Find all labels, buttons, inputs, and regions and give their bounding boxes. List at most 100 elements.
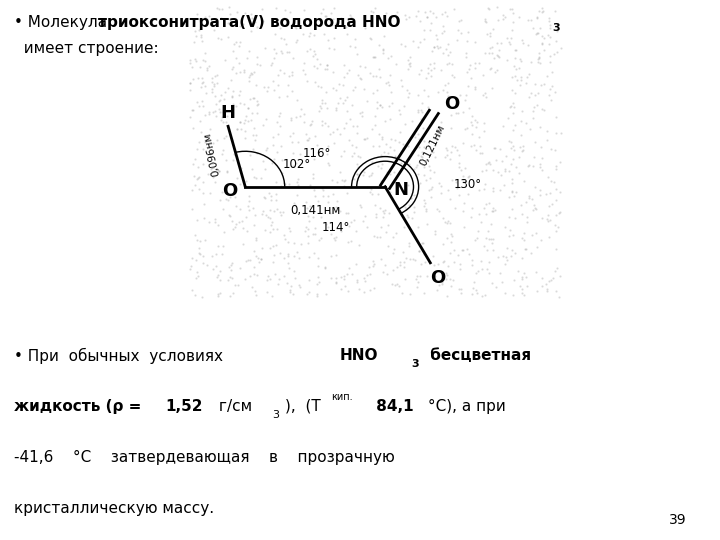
Point <box>217 205 228 213</box>
Point <box>531 29 543 38</box>
Point <box>341 269 353 278</box>
Point <box>555 44 567 53</box>
Point <box>507 98 518 107</box>
Point <box>509 214 521 222</box>
Point <box>404 13 415 22</box>
Point <box>332 125 343 134</box>
Point <box>541 286 553 295</box>
Point <box>287 68 298 77</box>
Point <box>359 276 371 285</box>
Point <box>298 6 310 15</box>
Point <box>552 48 563 56</box>
Point <box>197 188 209 197</box>
Text: кристаллическую массу.: кристаллическую массу. <box>14 501 214 516</box>
Point <box>442 79 454 87</box>
Point <box>498 181 509 190</box>
Point <box>412 108 423 117</box>
Point <box>316 117 328 125</box>
Point <box>246 116 257 124</box>
Point <box>419 257 431 266</box>
Point <box>330 233 341 242</box>
Point <box>380 79 392 87</box>
Point <box>536 143 547 151</box>
Point <box>322 65 333 73</box>
Point <box>271 4 282 12</box>
Point <box>506 72 518 81</box>
Point <box>186 106 198 115</box>
Point <box>378 207 390 215</box>
Point <box>217 107 229 116</box>
Point <box>506 187 518 196</box>
Point <box>454 163 465 171</box>
Point <box>248 263 260 272</box>
Point <box>518 177 529 186</box>
Point <box>456 172 468 180</box>
Point <box>317 144 328 153</box>
Point <box>259 165 271 173</box>
Point <box>359 23 371 32</box>
Point <box>364 263 375 272</box>
Point <box>369 53 381 62</box>
Point <box>200 89 212 98</box>
Point <box>341 22 352 31</box>
Point <box>451 35 463 44</box>
Point <box>216 249 228 258</box>
Point <box>400 204 412 213</box>
Point <box>418 86 429 94</box>
Point <box>290 37 302 46</box>
Point <box>199 82 210 90</box>
Point <box>323 44 334 52</box>
Point <box>227 100 238 109</box>
Point <box>487 49 498 58</box>
Point <box>325 9 337 17</box>
Point <box>386 134 397 143</box>
Point <box>437 258 449 266</box>
Point <box>505 33 517 42</box>
Point <box>214 275 225 284</box>
Point <box>206 87 217 96</box>
Point <box>222 276 233 285</box>
Point <box>205 165 217 173</box>
Point <box>335 168 346 177</box>
Point <box>286 116 297 124</box>
Point <box>389 280 400 289</box>
Point <box>285 282 297 291</box>
Text: жидкость (ρ =: жидкость (ρ = <box>14 399 146 414</box>
Point <box>552 26 563 35</box>
Point <box>335 93 346 102</box>
Point <box>554 209 565 218</box>
Point <box>355 202 366 211</box>
Point <box>245 271 256 280</box>
Point <box>252 23 264 31</box>
Point <box>210 178 221 186</box>
Point <box>214 167 225 176</box>
Point <box>204 189 216 198</box>
Point <box>364 33 376 42</box>
Point <box>301 135 312 144</box>
Point <box>364 188 376 197</box>
Point <box>476 166 487 175</box>
Point <box>332 206 343 214</box>
Point <box>232 158 243 167</box>
Point <box>316 121 328 130</box>
Point <box>459 198 470 207</box>
Text: 3: 3 <box>272 410 279 420</box>
Point <box>418 163 429 171</box>
Point <box>440 275 451 284</box>
Point <box>275 33 287 42</box>
Point <box>466 112 477 120</box>
Point <box>544 33 556 42</box>
Point <box>480 89 491 97</box>
Point <box>358 287 369 296</box>
Point <box>199 136 211 145</box>
Point <box>387 99 398 108</box>
Text: 114°: 114° <box>322 220 351 233</box>
Point <box>550 161 562 170</box>
Point <box>282 250 294 259</box>
Point <box>194 250 206 259</box>
Point <box>225 192 236 201</box>
Point <box>436 28 448 37</box>
Point <box>323 192 334 200</box>
Point <box>274 248 286 257</box>
Point <box>404 59 415 68</box>
